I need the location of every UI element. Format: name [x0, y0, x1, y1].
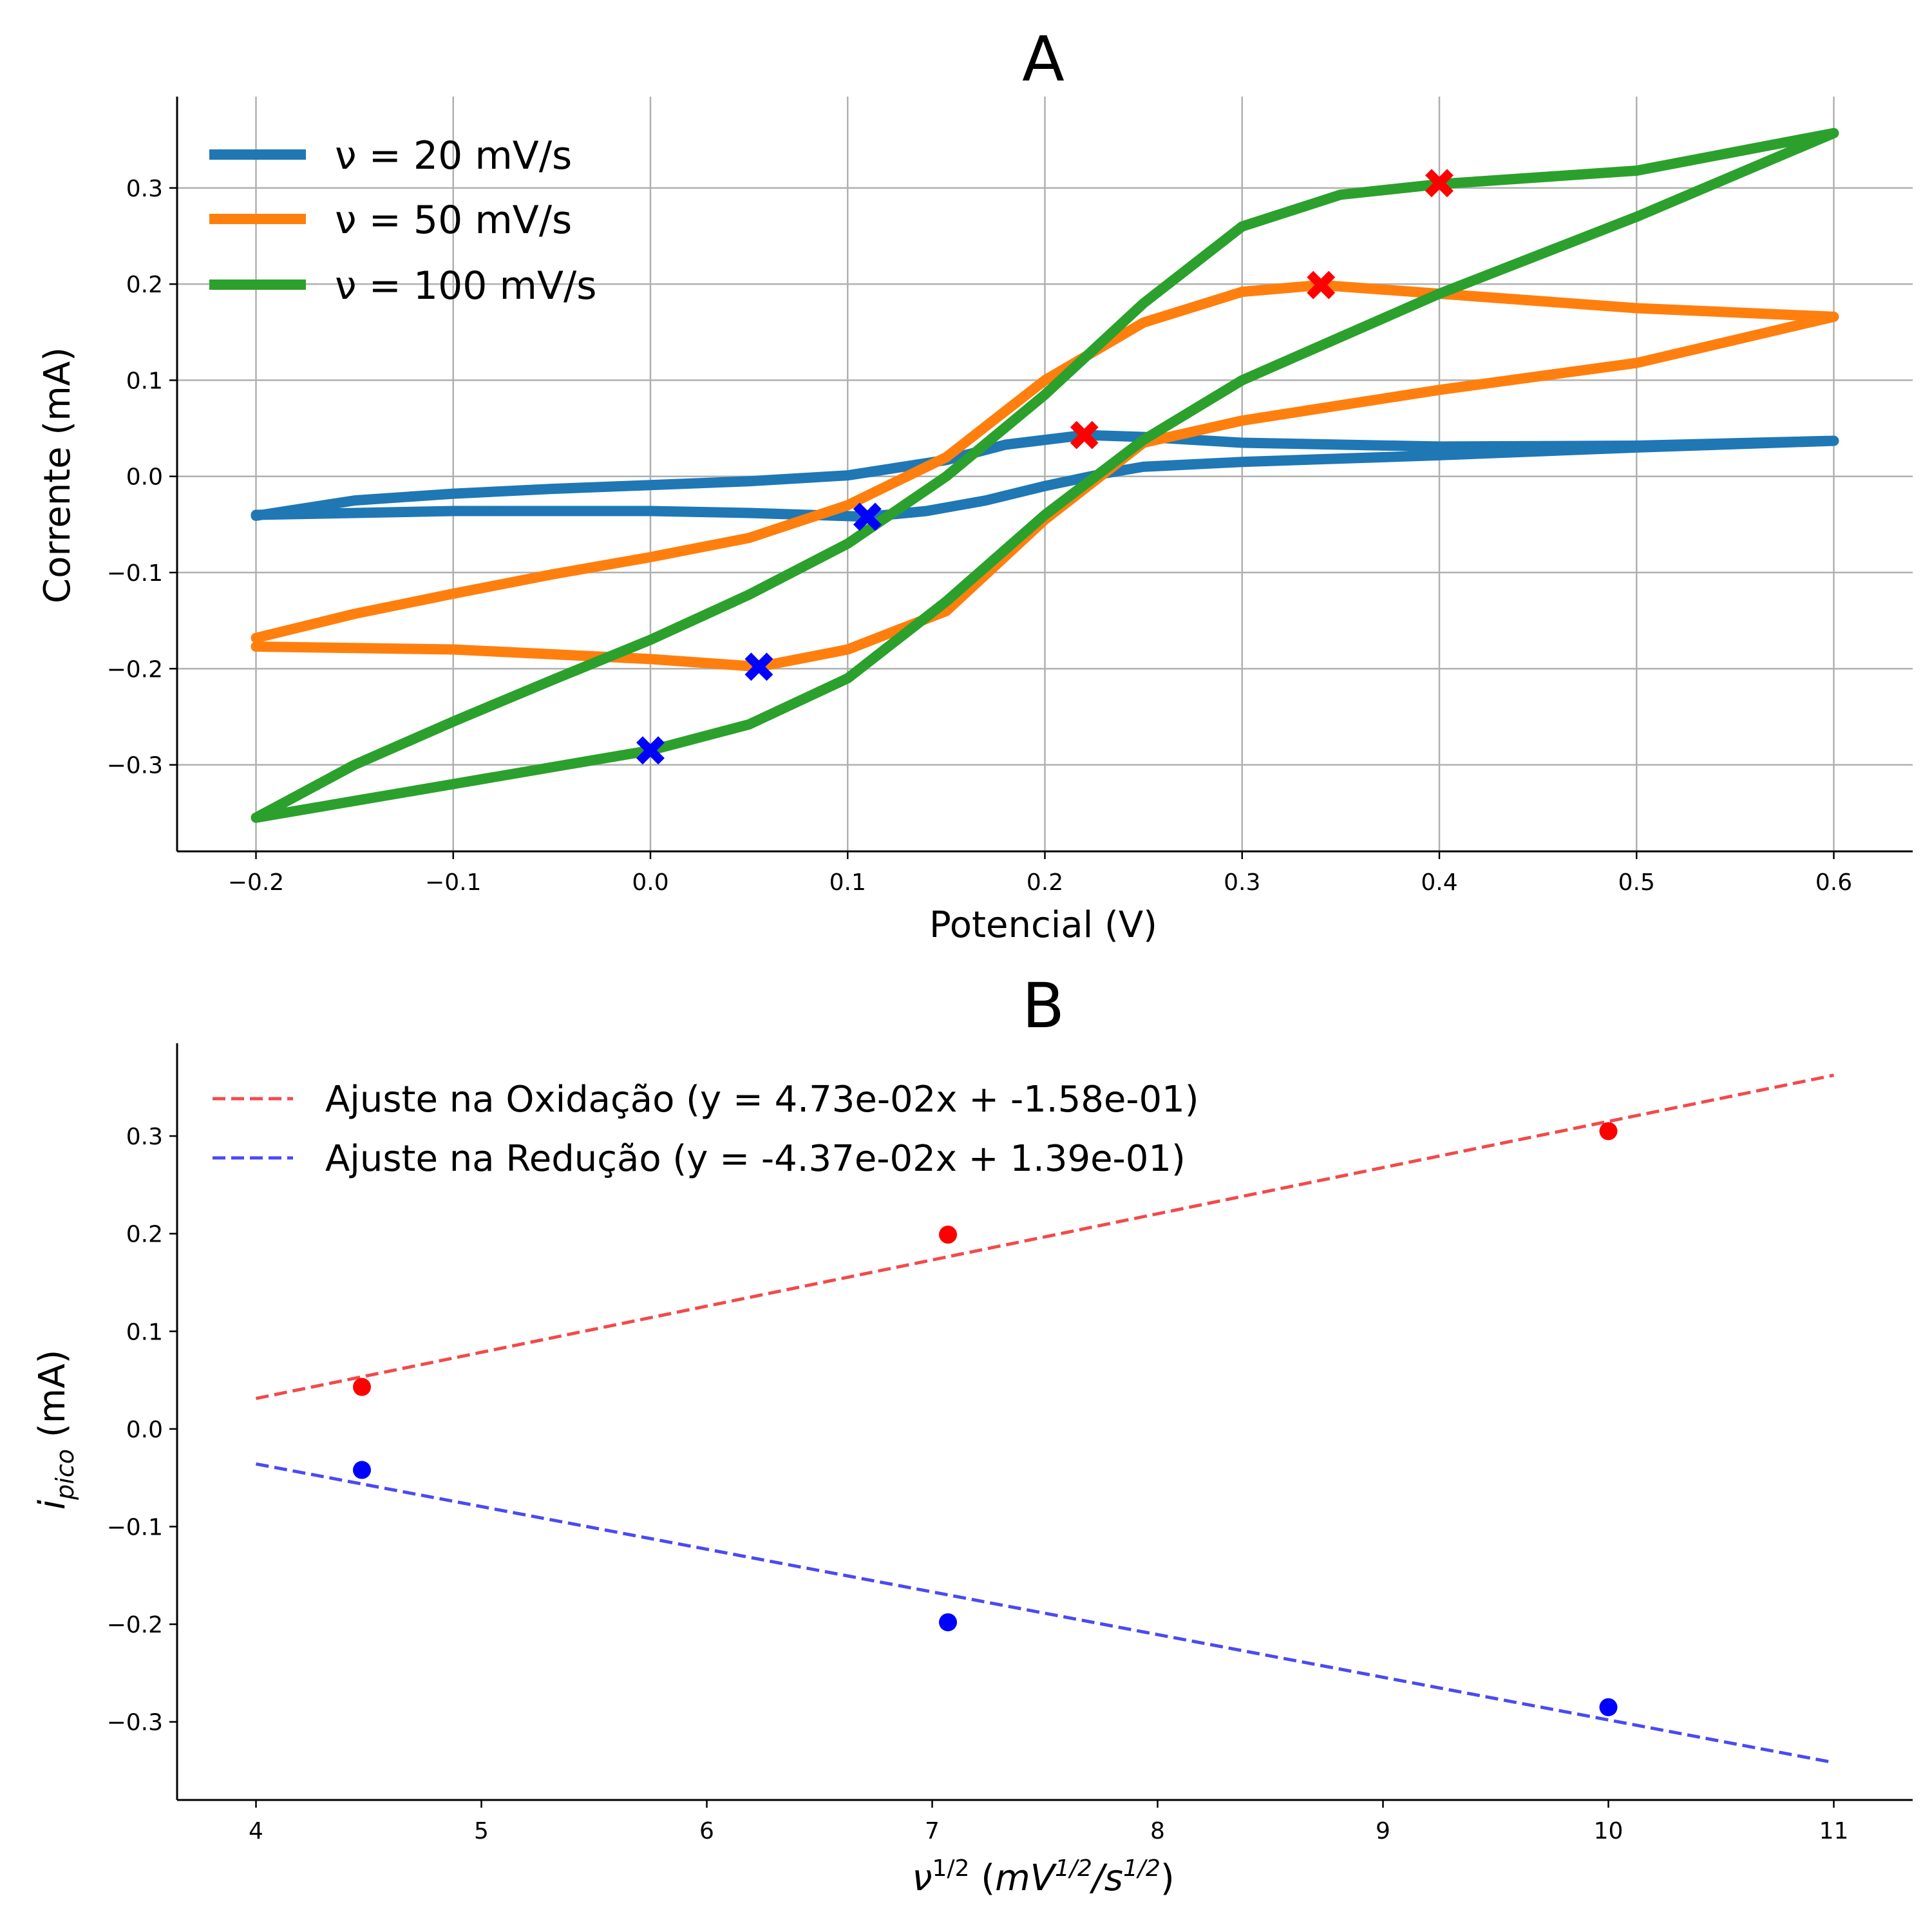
- panel-a-x-tick-label: 0.2: [1027, 869, 1063, 896]
- panel-b-y-tick-label: −0.3: [107, 1710, 163, 1736]
- reduction-peak-marker-1: [744, 652, 773, 681]
- panel-a-x-tick-label: 0.1: [829, 869, 866, 896]
- peak-current-point-1-2: [1599, 1698, 1618, 1716]
- panel-a-y-tick-label: 0.2: [126, 272, 163, 298]
- panel-a-x-ticks: −0.2 −0.1 0.0 0.1 0.2 0.3 0.4 0.5 0.6: [228, 851, 1852, 896]
- panel-a-x-tick-label: 0.4: [1421, 869, 1457, 896]
- panel-b-y-tick-label: 0.3: [126, 1124, 163, 1150]
- panel-a-x-tick-label: −0.1: [425, 869, 481, 896]
- legend-label-oxidation-fit: Ajuste na Oxidação (y = 4.73e-02x + -1.5…: [325, 1079, 1199, 1121]
- panel-a-y-tick-label: −0.2: [107, 656, 163, 683]
- panel-a-y-tick-label: −0.1: [107, 560, 163, 587]
- panel-b-y-axis-label: ipico (mA): [32, 1350, 79, 1510]
- panel-b-legend: Ajuste na Oxidação (y = 4.73e-02x + -1.5…: [213, 1079, 1199, 1180]
- panel-b-y-tick-label: 0.2: [126, 1222, 163, 1248]
- peak-current-point-0-1: [939, 1226, 957, 1244]
- panel-a-x-tick-label: −0.2: [228, 869, 284, 896]
- fit-line-1: [256, 1462, 1834, 1765]
- panel-a-x-tick-label: 0.0: [632, 869, 668, 896]
- panel-a-x-tick-label: 0.5: [1618, 869, 1655, 896]
- panel-a-y-tick-label: −0.3: [107, 753, 163, 779]
- panel-a-y-tick-label: 0.1: [126, 368, 163, 394]
- panel-a-y-axis-label: Corrente (mA): [37, 347, 79, 603]
- peak-current-point-0-0: [353, 1378, 371, 1396]
- panel-b-axes: [176, 1043, 1913, 1801]
- panel-b-title: B: [1022, 970, 1065, 1042]
- panel-a-y-tick-label: 0.0: [126, 464, 163, 491]
- panel-b-x-tick-label: 5: [474, 1818, 489, 1844]
- peak-current-point-1-1: [939, 1613, 957, 1632]
- reduction-peak-marker-0: [853, 502, 882, 531]
- panel-a-y-tick-label: 0.3: [126, 176, 163, 202]
- panel-b-x-tick-label: 8: [1150, 1818, 1165, 1844]
- panel-b-y-tick-label: 0.0: [126, 1417, 163, 1443]
- panel-a-title: A: [1022, 23, 1065, 95]
- cv-curve-series-1: [251, 279, 1839, 672]
- panel-b-y-tick-label: −0.1: [107, 1514, 163, 1540]
- peak-current-point-0-2: [1599, 1122, 1618, 1141]
- legend-label-20: ν = 20 mV/s: [335, 133, 572, 178]
- fit-line-0: [255, 1074, 1835, 1401]
- legend-label-100: ν = 100 mV/s: [335, 263, 597, 308]
- oxidation-peak-marker-0: [1070, 421, 1099, 450]
- panel-b-x-tick-label: 6: [699, 1818, 714, 1844]
- panel-b-x-axis-label: ν1/2 (mV1/2/s1/2): [912, 1855, 1175, 1899]
- panel-b-y-tick-label: 0.1: [126, 1319, 163, 1345]
- panel-a-x-tick-label: 0.3: [1224, 869, 1260, 896]
- panel-b-x-tick-label: 10: [1594, 1818, 1624, 1844]
- panel-a-x-axis-label: Potencial (V): [929, 904, 1157, 946]
- panel-b-x-tick-label: 9: [1376, 1818, 1390, 1844]
- legend-label-50: ν = 50 mV/s: [335, 198, 572, 243]
- panel-a-curves: [251, 128, 1839, 823]
- panel-b-x-ticks: 4 5 6 7 8 9 10 11: [249, 1800, 1848, 1844]
- legend-label-reduction-fit: Ajuste na Redução (y = -4.37e-02x + 1.39…: [325, 1138, 1186, 1180]
- panel-b-y-tick-label: −0.2: [107, 1612, 163, 1638]
- peak-current-point-1-0: [353, 1461, 371, 1479]
- panel-b-x-tick-label: 11: [1819, 1818, 1849, 1844]
- panel-a-x-tick-label: 0.6: [1815, 869, 1852, 896]
- panel-a: A −0.2 −0.1 0.0 0.1 0.2 0.3 0.4 0.5 0.6 −0.3 −0.2…: [37, 23, 1913, 946]
- panel-b-y-ticks: −0.3 −0.2 −0.1 0.0 0.1 0.2 0.3: [107, 1124, 177, 1736]
- oxidation-peak-marker-2: [1425, 169, 1454, 198]
- panel-b-points: [353, 1122, 1618, 1716]
- cv-curve-series-2: [251, 128, 1839, 823]
- panel-a-y-ticks: −0.3 −0.2 −0.1 0.0 0.1 0.2 0.3: [107, 176, 177, 779]
- panel-a-legend: ν = 20 mV/s ν = 50 mV/s ν = 100 mV/s: [209, 133, 597, 308]
- reduction-peak-marker-2: [636, 736, 665, 765]
- panel-b-fit-lines: [255, 1074, 1835, 1765]
- panel-a-peak-markers: [636, 169, 1454, 765]
- panel-b: B 4 5 6 7 8 9 10 11 −0.3 −0.2 −0.1 0.0 0.1 0.2 0.3 ν1…: [32, 970, 1913, 1899]
- oxidation-peak-marker-1: [1307, 270, 1336, 299]
- panel-b-x-tick-label: 4: [249, 1818, 263, 1844]
- panel-b-x-tick-label: 7: [925, 1818, 940, 1844]
